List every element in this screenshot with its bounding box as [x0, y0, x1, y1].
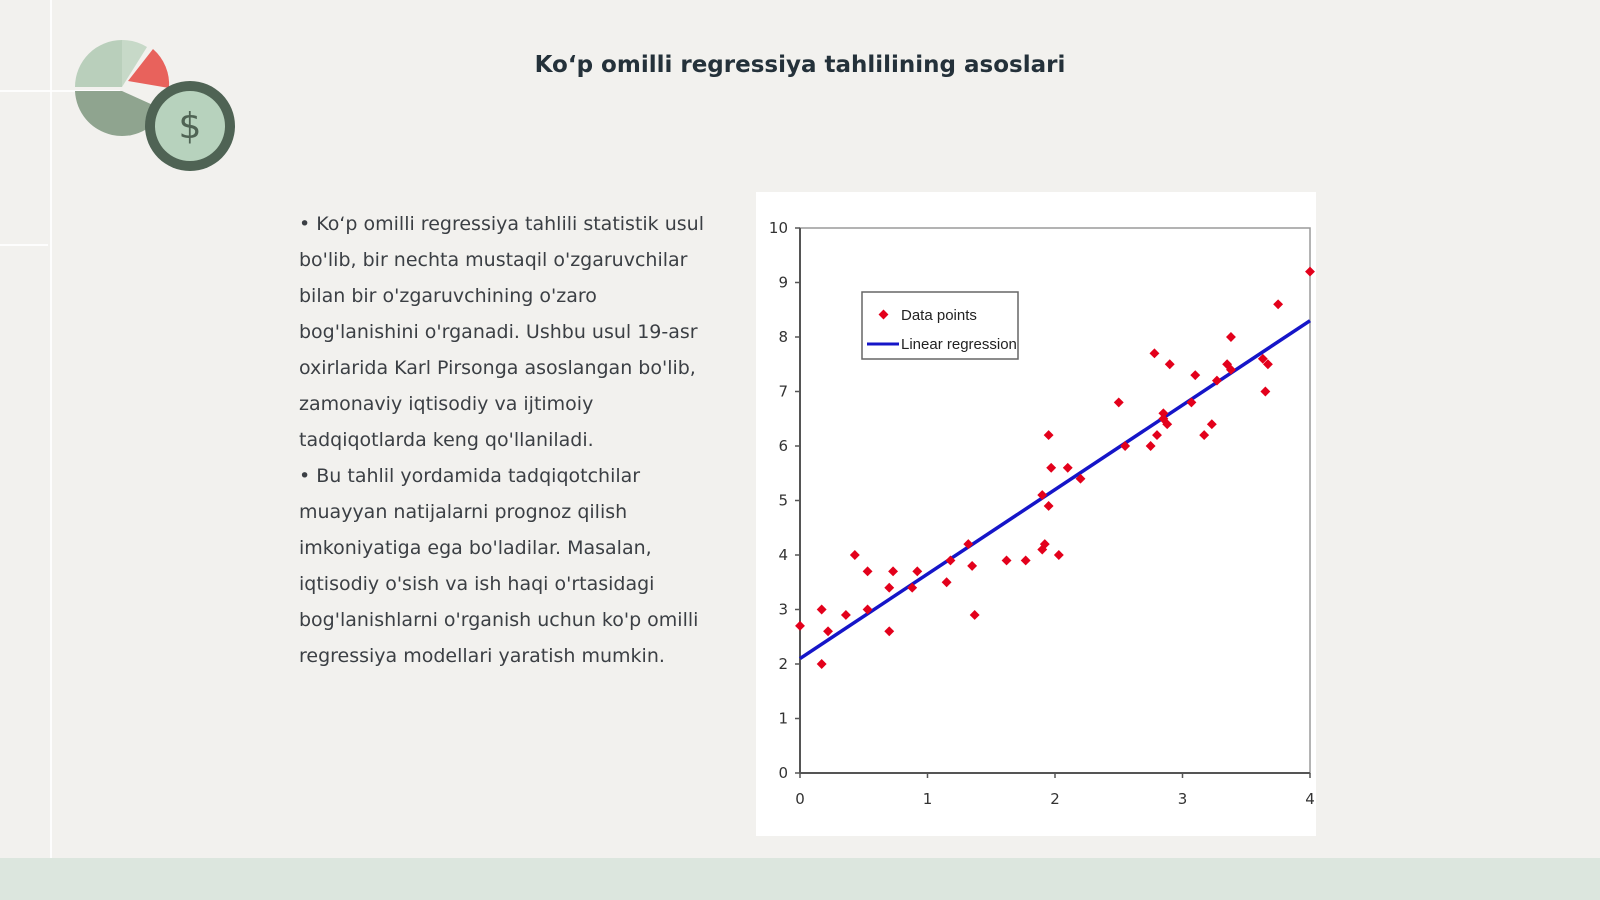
data-point [1075, 473, 1086, 484]
data-point [823, 626, 833, 637]
data-point [795, 620, 805, 631]
body-text: • Ko‘p omilli regressiya tahlili statist… [299, 206, 709, 674]
data-point [941, 577, 952, 588]
y-ticks: 0 1 2 3 4 5 6 7 8 9 10 [769, 219, 800, 782]
y-tick-label: 9 [778, 274, 788, 292]
x-ticks: 0 1 2 3 4 [795, 773, 1315, 808]
x-tick-label: 0 [795, 790, 805, 808]
coin-dollar-symbol: $ [179, 106, 202, 147]
paragraph-1: • Ko‘p omilli regressiya tahlili statist… [299, 213, 704, 451]
data-point [1273, 299, 1284, 310]
pie-chart-dollar-coin-icon: $ [75, 39, 235, 171]
y-tick-label: 6 [778, 437, 788, 455]
y-tick-label: 4 [778, 546, 788, 564]
data-point [1053, 550, 1064, 560]
data-point [1020, 555, 1031, 566]
data-point [1199, 430, 1210, 441]
x-tick-label: 2 [1050, 790, 1060, 808]
coin-inner [155, 91, 225, 161]
y-tick-label: 3 [778, 601, 788, 619]
data-point [1043, 430, 1054, 441]
data-point [1260, 386, 1271, 397]
data-point [1037, 490, 1048, 500]
data-point [969, 610, 980, 620]
legend-label-linear-regression: Linear regression [901, 336, 1017, 353]
data-point [1149, 348, 1160, 359]
legend-marker-data-points [878, 309, 889, 320]
data-point [884, 626, 895, 637]
logo-pie-slice-light [75, 40, 122, 87]
y-tick-label: 2 [778, 655, 788, 673]
regression-line-group [799, 319, 1311, 661]
page-title: Ko‘p omilli regressiya tahlilining asosl… [534, 52, 1066, 78]
legend: Data points Linear regression [861, 291, 1019, 360]
data-point [884, 582, 895, 593]
data-point [849, 550, 860, 560]
y-tick-label: 7 [778, 383, 788, 401]
data-point [967, 560, 978, 571]
data-point [840, 610, 851, 620]
data-point [1152, 430, 1162, 441]
data-point [1206, 419, 1217, 430]
data-point [888, 566, 899, 577]
data-point [1113, 397, 1124, 408]
data-point [1046, 462, 1057, 473]
data-point [1158, 408, 1169, 419]
regression-line [799, 319, 1311, 661]
decor-horizontal-line [0, 244, 48, 246]
logo-pie-slice-top [122, 39, 147, 87]
y-tick-label: 1 [778, 710, 788, 728]
data-point [907, 582, 918, 593]
decor-horizontal-line [0, 90, 120, 92]
logo-pie-slice-red [128, 49, 170, 88]
logo-pie-slice-dark [75, 91, 164, 136]
scatter-chart: 0 1 2 3 4 5 6 7 8 9 10 0 1 2 3 4 Data points Linear re… [769, 219, 1315, 808]
x-tick-label: 3 [1178, 790, 1188, 808]
data-point [1120, 441, 1131, 451]
data-point [1190, 370, 1201, 381]
data-point [816, 604, 827, 615]
y-tick-label: 5 [778, 492, 788, 510]
data-point [816, 659, 827, 669]
scatter-chart-panel: 0 1 2 3 4 5 6 7 8 9 10 0 1 2 3 4 Data points Linear re… [756, 192, 1316, 836]
paragraph-2: • Bu tahlil yordamida tadqiqotchilar mua… [299, 465, 699, 667]
data-point [1001, 555, 1012, 566]
legend-label-data-points: Data points [901, 307, 977, 324]
data-point [862, 604, 873, 615]
y-tick-label: 10 [769, 219, 788, 237]
data-point [912, 566, 923, 577]
data-point [1226, 332, 1236, 342]
decor-vertical-line [50, 0, 52, 900]
data-point [1062, 462, 1073, 473]
data-point [1305, 266, 1315, 277]
legend-box [861, 291, 1019, 360]
y-tick-label: 8 [778, 328, 788, 346]
y-tick-label: 0 [778, 764, 788, 782]
bottom-band [0, 858, 1600, 900]
data-point [945, 555, 956, 566]
data-point [862, 566, 873, 577]
x-tick-label: 4 [1305, 790, 1315, 808]
data-point [1043, 501, 1054, 511]
data-point [1164, 359, 1175, 370]
x-tick-label: 1 [923, 790, 933, 808]
data-point [1145, 441, 1156, 451]
